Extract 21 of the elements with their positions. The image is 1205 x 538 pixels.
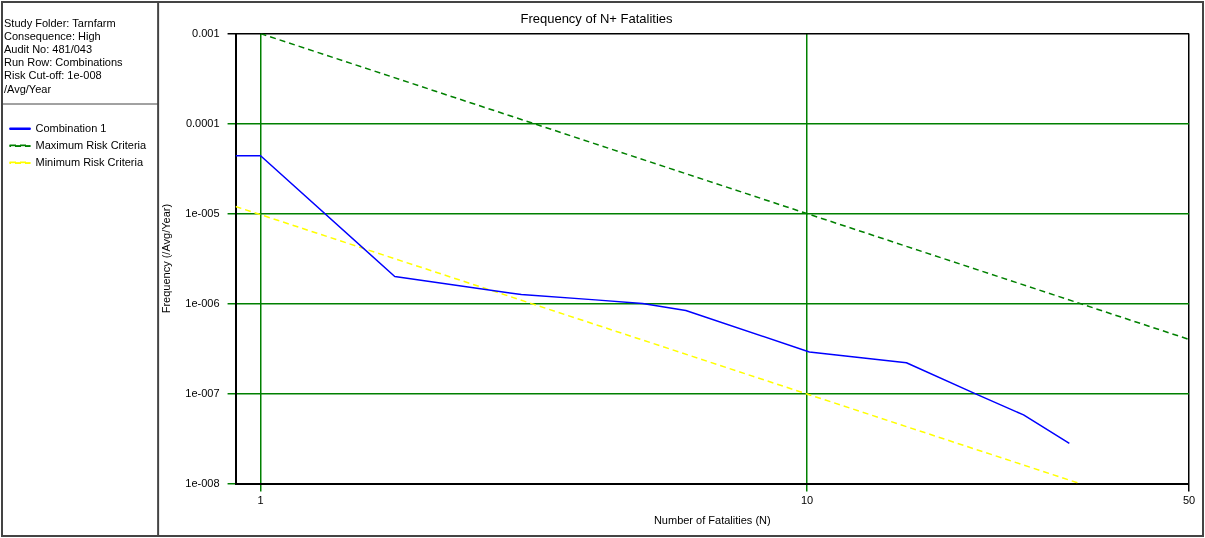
x-tick-label: 10 — [800, 494, 814, 507]
y-tick-label: 0.0001 — [185, 116, 220, 129]
x-tick-label: 1 — [257, 494, 264, 507]
y-axis-title: Frequency (/Avg/Year) — [159, 203, 172, 314]
y-tick-label: 1e-005 — [185, 206, 220, 219]
y-tick-label: 1e-008 — [185, 476, 220, 489]
legend-label: Maximum Risk Criteria — [35, 138, 147, 151]
text: Audit No: 481/043 — [4, 42, 93, 55]
legend-label: Minimum Risk Criteria — [35, 155, 144, 168]
chart-title: Frequency of N+ Fatalities — [520, 11, 674, 27]
text: /Avg/Year — [4, 82, 52, 95]
x-tick-label: 50 — [1182, 494, 1196, 507]
y-tick-label: 1e-007 — [185, 386, 220, 399]
y-tick-label: 0.001 — [192, 26, 220, 39]
y-tick-label: 1e-006 — [185, 296, 220, 309]
legend-label: Combination 1 — [35, 121, 107, 134]
text: Risk Cut-off: 1e-008 — [4, 69, 102, 82]
x-axis-title: Number of Fatalities (N) — [653, 514, 771, 527]
text: Study Folder: Tarnfarm — [4, 16, 116, 29]
text: Run Row: Combinations — [4, 56, 124, 69]
text: Consequence: High — [4, 29, 101, 42]
